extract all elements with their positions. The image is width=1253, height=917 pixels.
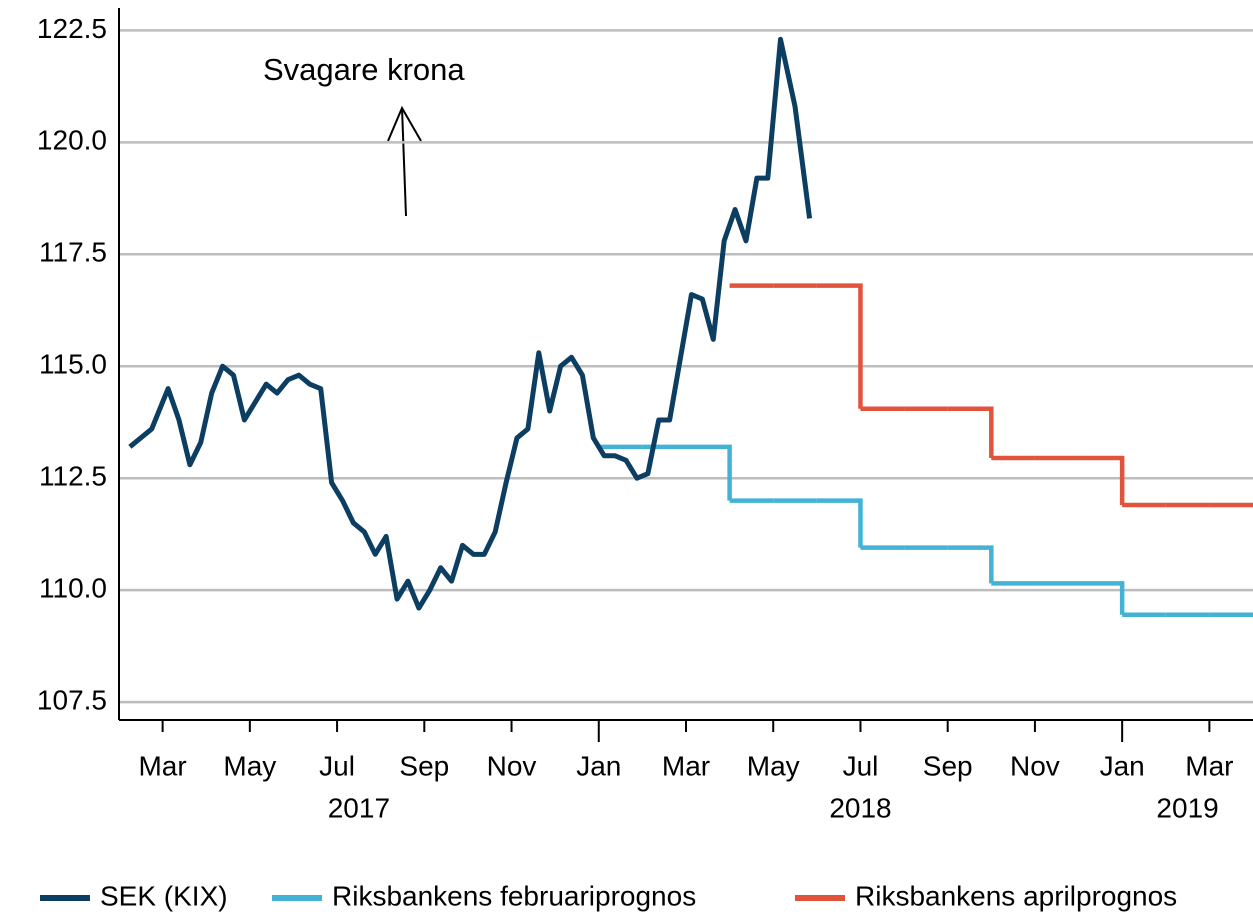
x-tick-label: Jan [576,750,621,781]
step-segment [1078,581,1125,615]
x-tick-label: Mar [138,750,186,781]
year-label: 2017 [328,792,390,823]
step-segment [816,283,863,409]
year-label: 2019 [1156,792,1218,823]
x-tick-label: May [747,750,800,781]
step-segment [686,444,732,501]
x-tick-label: May [223,750,276,781]
annotation: Svagare krona [263,52,465,87]
step-segment [816,498,863,548]
legend-label: SEK (KIX) [100,880,228,911]
step-segment [947,406,994,459]
line [128,36,813,611]
y-tick-label: 110.0 [39,573,107,604]
legend-label: Riksbankens aprilprognos [855,880,1177,911]
y-tick-label: 120.0 [37,125,107,156]
step-segment [947,545,994,584]
x-tick-label: Jul [319,750,355,781]
x-tick-label: Nov [1010,750,1060,781]
year-label: 2018 [829,792,891,823]
annotation-arrow [387,105,422,217]
x-tick-label: Jul [843,750,879,781]
y-tick-label: 117.5 [39,237,107,268]
y-tick-label: 122.5 [37,13,107,44]
legend-label: Riksbankens februariprognos [332,880,696,911]
x-tick-label: Sep [923,750,973,781]
x-tick-label: Jan [1100,750,1145,781]
y-tick-label: 112.5 [39,461,107,492]
y-tick-label: 107.5 [37,684,107,715]
step-segment [1078,455,1125,506]
x-tick-label: Mar [1185,750,1233,781]
x-tick-label: Nov [487,750,537,781]
x-tick-label: Sep [399,750,449,781]
x-tick-label: Mar [662,750,710,781]
y-tick-label: 115.0 [39,349,107,380]
